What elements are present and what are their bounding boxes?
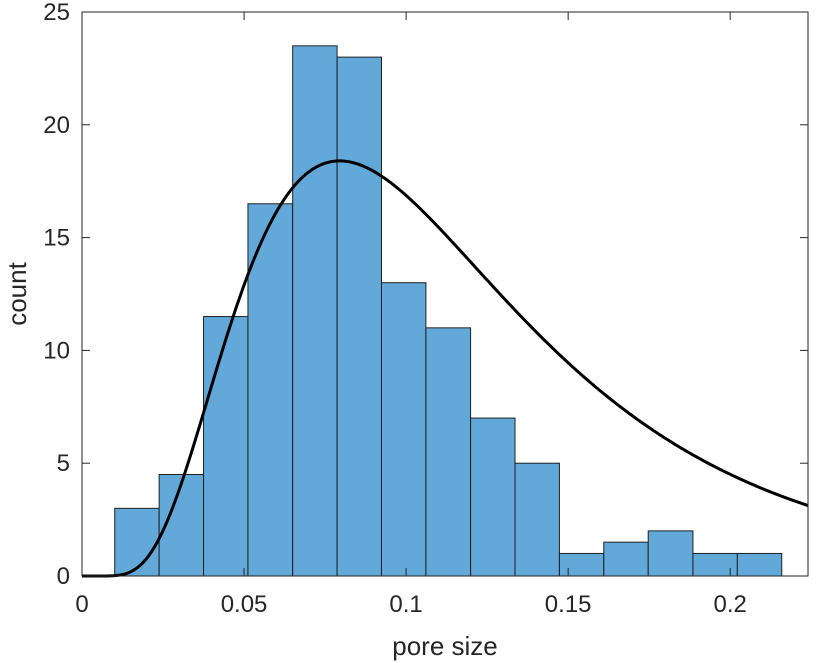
histogram-bar — [292, 45, 338, 577]
bars-group — [114, 45, 783, 577]
y-tick-label: 25 — [43, 0, 70, 26]
histogram-bar — [336, 56, 382, 577]
x-tick-label: 0.15 — [545, 591, 592, 618]
histogram-bar — [514, 462, 560, 577]
y-tick-label: 10 — [43, 337, 70, 364]
histogram-bar — [425, 327, 472, 577]
histogram-bar — [558, 552, 605, 577]
fit-curve-line — [82, 159, 809, 578]
y-tick-label: 20 — [43, 112, 70, 139]
histogram-bar — [736, 552, 783, 577]
y-tick-label: 5 — [57, 450, 70, 477]
axes-box — [81, 11, 809, 577]
x-tick-label: 0 — [75, 591, 88, 618]
ticks-group: 0 0.05 0.1 0.15 0.2 0 5 10 15 20 25 — [43, 0, 808, 618]
x-tick-label: 0.2 — [714, 591, 747, 618]
histogram-bar — [603, 541, 649, 577]
histogram-bar — [380, 282, 427, 577]
x-tick-label: 0.05 — [221, 591, 268, 618]
histogram-bar — [203, 316, 249, 577]
y-tick-label: 0 — [57, 563, 70, 590]
y-axis-label: count — [2, 261, 32, 325]
histogram-bar — [247, 203, 294, 577]
y-tick-label: 15 — [43, 225, 70, 252]
x-tick-label: 0.1 — [389, 591, 422, 618]
histogram-bar — [470, 417, 516, 577]
histogram-bar — [114, 507, 160, 577]
histogram-bar — [647, 530, 694, 577]
x-axis-label: pore size — [392, 631, 498, 661]
